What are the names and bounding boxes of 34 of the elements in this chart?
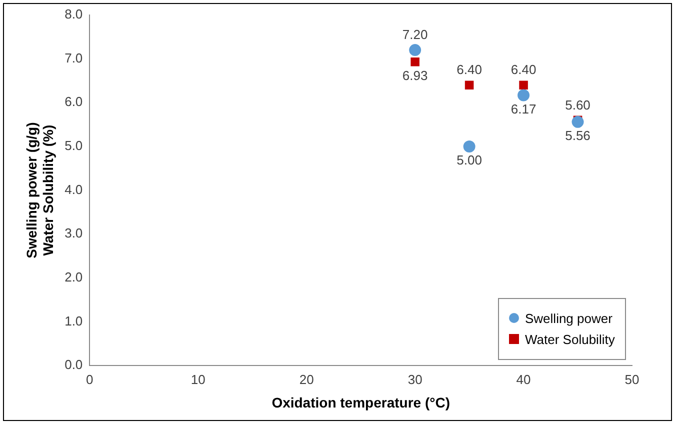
y-tick-label: 3.0	[64, 226, 83, 241]
y-axis-title: Swelling power (g/g) Water Solubility (%)	[23, 122, 56, 258]
legend-label: Water Solubility	[525, 332, 615, 347]
point	[518, 89, 530, 102]
data-label: 7.20	[402, 27, 428, 42]
data-label: 5.00	[456, 152, 482, 168]
data-label: 6.93	[402, 68, 428, 83]
data-label: 5.56	[565, 128, 590, 144]
point	[464, 80, 474, 90]
point	[463, 140, 476, 152]
legend-label: Swelling power	[525, 310, 612, 326]
point	[519, 80, 528, 90]
y-tick-label: 2.0	[64, 270, 83, 285]
y-tick-label: 7.0	[64, 50, 83, 66]
x-tick-label: 20	[299, 372, 314, 387]
point	[572, 116, 584, 128]
y-tick-label: 4.0	[64, 182, 83, 197]
y-tick-label: 8.0	[64, 6, 83, 22]
x-tick-label: 10	[190, 372, 206, 387]
data-label: 6.40	[510, 62, 536, 78]
x-axis-title: Oxidation temperature (°C)	[272, 394, 450, 410]
y-tick-label: 5.0	[64, 138, 83, 154]
data-label: 5.60	[565, 97, 590, 112]
y-tick-label: 6.0	[64, 94, 83, 110]
x-tick-label: 0	[86, 372, 94, 387]
data-label: 6.17	[510, 101, 536, 116]
y-tick-label: 1.0	[64, 313, 83, 328]
x-tick-label: 40	[516, 372, 531, 387]
y-tick-label: 0.0	[64, 357, 83, 372]
data-label: 6.40	[456, 62, 482, 78]
x-tick-label: 50	[624, 372, 640, 387]
x-tick-label: 30	[408, 372, 422, 387]
point	[409, 44, 422, 56]
point	[410, 58, 420, 66]
